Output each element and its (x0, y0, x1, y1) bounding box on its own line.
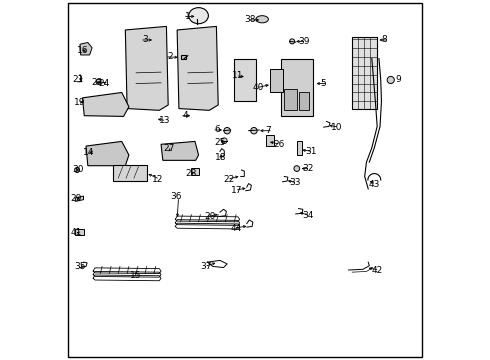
Text: 41: 41 (71, 228, 82, 237)
Text: 42: 42 (371, 266, 383, 275)
Circle shape (221, 138, 227, 144)
Polygon shape (177, 26, 218, 111)
Circle shape (251, 127, 257, 134)
Text: 34: 34 (302, 211, 314, 220)
Bar (284, 89, 297, 111)
Bar (113, 165, 147, 181)
Bar (181, 55, 186, 59)
Polygon shape (125, 26, 168, 111)
Text: 6: 6 (214, 126, 220, 135)
Text: 23: 23 (92, 78, 103, 87)
Polygon shape (86, 141, 129, 166)
Text: 15: 15 (130, 271, 141, 280)
Ellipse shape (256, 16, 269, 23)
Circle shape (96, 79, 101, 84)
Circle shape (224, 127, 230, 134)
Text: 16: 16 (77, 46, 89, 55)
Text: 37: 37 (200, 262, 212, 271)
Text: 35: 35 (74, 262, 86, 271)
Text: 26: 26 (273, 140, 284, 149)
Text: 29: 29 (71, 194, 82, 203)
Polygon shape (161, 141, 198, 160)
Circle shape (294, 166, 300, 171)
Text: 4: 4 (182, 111, 188, 120)
Polygon shape (75, 196, 83, 202)
Circle shape (387, 76, 394, 84)
Text: 33: 33 (289, 178, 301, 187)
Text: 25: 25 (215, 138, 226, 147)
Text: 8: 8 (381, 36, 387, 45)
Text: 2: 2 (167, 52, 173, 61)
Text: 18: 18 (215, 153, 226, 162)
Text: 3: 3 (142, 36, 148, 45)
Text: 44: 44 (230, 224, 242, 233)
Bar (352, 37, 377, 109)
Text: 5: 5 (320, 79, 326, 88)
Text: 13: 13 (159, 116, 170, 125)
Text: 30: 30 (72, 166, 84, 175)
Bar (281, 59, 313, 116)
Text: 27: 27 (164, 144, 175, 153)
Text: 14: 14 (82, 148, 94, 157)
Text: 31: 31 (305, 147, 317, 156)
Text: 40: 40 (252, 83, 264, 92)
Circle shape (74, 167, 79, 172)
Text: 36: 36 (171, 192, 182, 201)
Text: 43: 43 (368, 180, 380, 189)
Text: 9: 9 (396, 76, 401, 85)
Text: 22: 22 (224, 175, 235, 184)
Ellipse shape (189, 8, 208, 24)
Text: 32: 32 (302, 164, 314, 173)
Text: 20: 20 (204, 212, 216, 221)
Bar (267, 135, 273, 146)
Polygon shape (80, 42, 92, 55)
Bar (298, 93, 309, 111)
Text: 21: 21 (73, 75, 84, 84)
Bar (75, 229, 84, 235)
Bar (191, 168, 198, 175)
Text: 19: 19 (74, 98, 85, 107)
Bar (297, 141, 302, 155)
Text: 38: 38 (244, 15, 256, 24)
Bar (234, 59, 256, 102)
Bar (270, 69, 283, 93)
Polygon shape (82, 93, 129, 116)
Circle shape (290, 39, 294, 44)
Text: 11: 11 (232, 71, 244, 80)
Text: 1: 1 (185, 12, 191, 21)
Text: 7: 7 (265, 126, 271, 135)
Text: 28: 28 (185, 169, 196, 178)
Text: 17: 17 (231, 185, 243, 194)
Text: 12: 12 (152, 175, 164, 184)
Text: 39: 39 (298, 37, 309, 46)
Text: 10: 10 (331, 123, 343, 132)
Text: 24: 24 (98, 79, 110, 88)
